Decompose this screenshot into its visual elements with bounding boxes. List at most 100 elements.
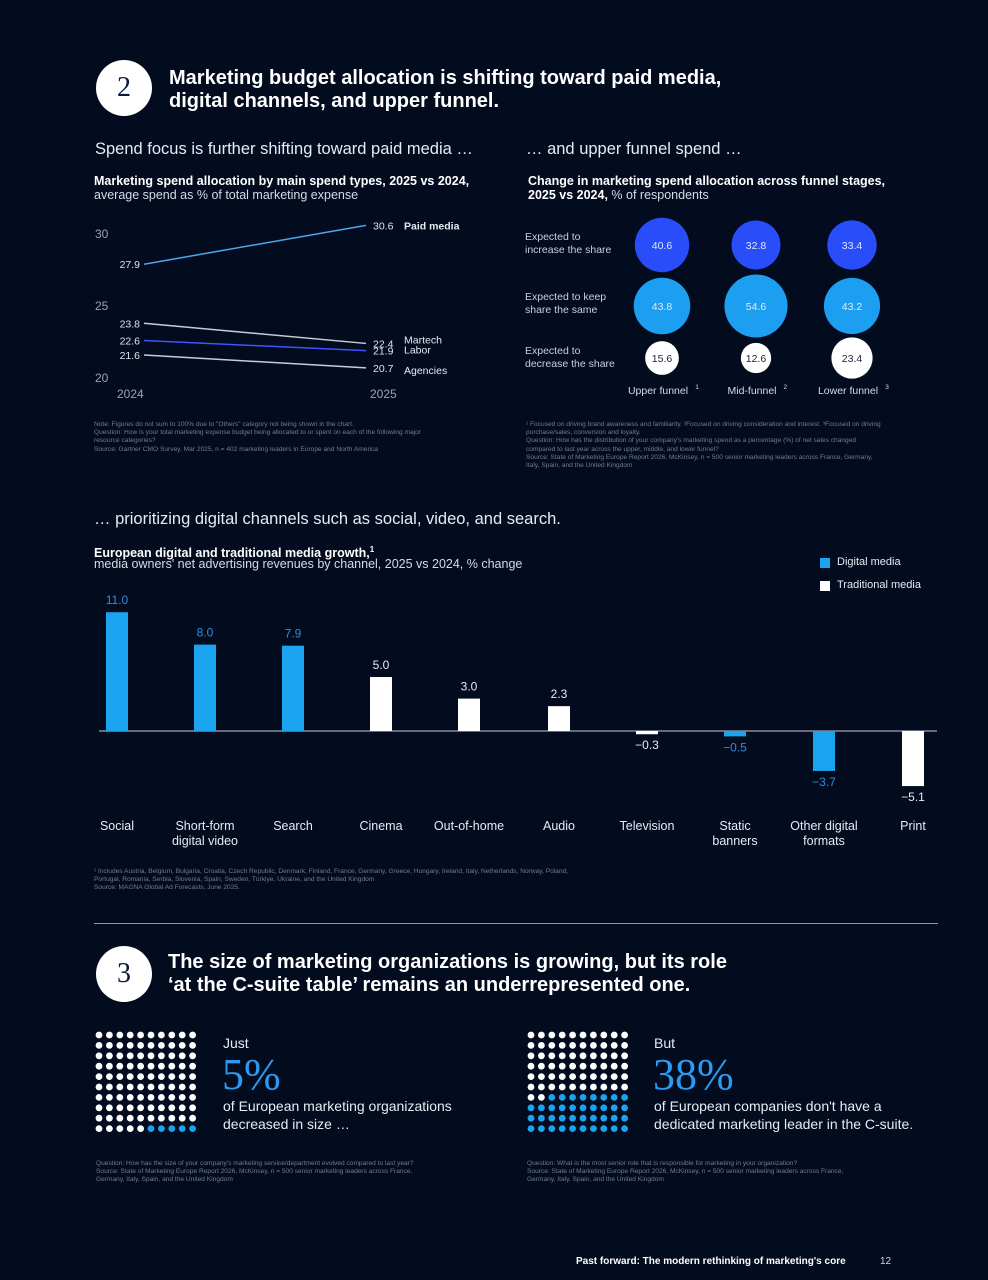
- note-line: Germany, Italy, Spain, and the United Ki…: [527, 1176, 664, 1184]
- bubble-value-label: 23.4: [842, 353, 863, 365]
- dot: [558, 1104, 566, 1112]
- section-title-line: Marketing budget allocation is shifting …: [169, 67, 722, 89]
- dot: [538, 1104, 545, 1112]
- dot: [147, 1083, 155, 1091]
- dot: [527, 1073, 535, 1080]
- dot: [548, 1083, 556, 1091]
- line-chart-notes: Note: Figures do not sum to 100% due to …: [94, 421, 421, 454]
- dot: [95, 1062, 103, 1070]
- dot: [579, 1083, 587, 1091]
- data-label: 21.9: [373, 346, 394, 358]
- bubble-chart-desc: % of respondents: [607, 188, 709, 202]
- line-panel-subtitle: Spend focus is further shifting toward p…: [95, 140, 473, 158]
- dot: [106, 1042, 113, 1049]
- column-label-sup: 3: [885, 384, 889, 391]
- bubble: [823, 277, 881, 335]
- dot: [168, 1114, 176, 1122]
- bar-chart-title-text: European digital and traditional media g…: [94, 546, 370, 561]
- bubble: [724, 274, 788, 338]
- bar: [370, 677, 392, 731]
- series-name-label: Agencies: [404, 365, 447, 377]
- dot: [538, 1094, 545, 1101]
- dot: [558, 1073, 566, 1080]
- stat2-prefix: But: [654, 1035, 676, 1051]
- dot: [610, 1062, 618, 1070]
- dot: [158, 1073, 165, 1080]
- section-number: 2: [117, 72, 131, 103]
- dot: [126, 1083, 134, 1091]
- dot: [137, 1052, 144, 1060]
- note-line: Italy, Spain, and the United Kingdom: [526, 462, 633, 470]
- dot: [158, 1042, 165, 1049]
- dot: [548, 1114, 556, 1122]
- dot: [600, 1104, 608, 1112]
- dot: [558, 1031, 566, 1039]
- stat-text-line: decreased in size …: [223, 1116, 350, 1132]
- dot: [126, 1094, 134, 1101]
- dot: [548, 1125, 556, 1132]
- section-title: The size of marketing organizations is g…: [168, 951, 727, 997]
- note-line: ¹ Includes Austria, Belgium, Bulgaria, C…: [94, 868, 569, 875]
- bar: [813, 731, 835, 771]
- bar-chart-description: media owners' net advertising revenues b…: [94, 557, 523, 571]
- dot: [548, 1052, 556, 1060]
- dot: [126, 1125, 134, 1132]
- dot: [600, 1042, 608, 1049]
- section-number-badge: 3: [96, 946, 152, 1002]
- dot: [579, 1125, 587, 1132]
- series-line-paid-media: [143, 224, 367, 265]
- note-line: Portugal, Romania, Serbia, Slovenia, Spa…: [94, 876, 375, 884]
- data-label: 23.8: [120, 318, 141, 330]
- dot: [558, 1042, 566, 1049]
- bar: [636, 731, 658, 735]
- dot: [590, 1125, 597, 1132]
- dot: [126, 1114, 134, 1122]
- dot: [621, 1062, 628, 1070]
- note-line: Source: State of Marketing Europe Report…: [526, 453, 873, 461]
- bar-value-label: 8.0: [197, 626, 214, 640]
- note-line: resource categories?: [94, 437, 156, 445]
- dot: [548, 1031, 556, 1039]
- dot: [621, 1104, 628, 1112]
- dot: [558, 1094, 566, 1101]
- dot: [158, 1094, 165, 1101]
- dot: [600, 1083, 608, 1091]
- dot: [527, 1062, 535, 1070]
- dot: [569, 1031, 576, 1039]
- dot: [569, 1042, 576, 1049]
- bar-value-label: 5.0: [373, 658, 390, 672]
- dot: [189, 1104, 196, 1112]
- bubble-chart-notes: ¹ Focused on driving brand awareness and…: [526, 421, 881, 470]
- bar-value-label: −5.1: [901, 790, 925, 804]
- bar-chart-title: European digital and traditional media g…: [94, 542, 374, 561]
- dot: [538, 1114, 545, 1122]
- dot: [590, 1083, 597, 1091]
- stat2-text: of European companies don't have a dedic…: [654, 1097, 913, 1133]
- series-name-label: Paid media: [404, 220, 460, 232]
- dot: [178, 1125, 186, 1132]
- dot: [116, 1104, 124, 1112]
- dot: [95, 1083, 103, 1091]
- row-label: increase the share: [525, 244, 612, 256]
- dot: [610, 1042, 618, 1049]
- bubble-value-label: 43.8: [652, 301, 673, 313]
- dot: [590, 1094, 597, 1101]
- dot: [147, 1104, 155, 1112]
- line-chart-description: average spend as % of total marketing ex…: [94, 188, 359, 202]
- dot: [189, 1031, 196, 1039]
- dot: [158, 1083, 165, 1091]
- dot: [569, 1073, 576, 1080]
- dot: [590, 1062, 597, 1070]
- series-name-label: Labor: [404, 345, 431, 357]
- dot: [590, 1073, 597, 1080]
- dot: [590, 1042, 597, 1049]
- note-line: compared to last year across the upper, …: [526, 445, 719, 453]
- dot: [116, 1042, 124, 1049]
- category-label: formats: [803, 834, 845, 848]
- bar-value-label: −0.5: [723, 740, 747, 754]
- dot: [579, 1062, 587, 1070]
- line-chart-title: Marketing spend allocation by main spend…: [94, 174, 470, 188]
